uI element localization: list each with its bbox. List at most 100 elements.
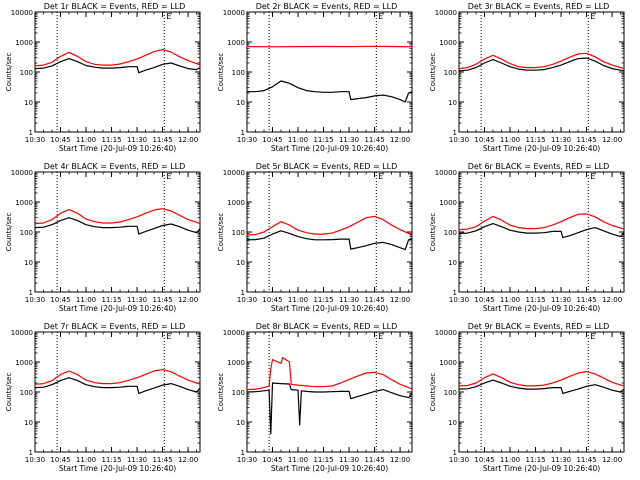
y-tick-label: 1 (29, 129, 33, 137)
x-tick-label: 10:30 (237, 136, 257, 144)
y-tick-label: 10 (236, 99, 245, 107)
event-annotation: E (378, 332, 383, 341)
chart-panel-6: Det 6r BLACK = Events, RED = LLD 1 10 100 10… (429, 162, 625, 313)
series-line-events (34, 217, 201, 235)
chart-panel-1: Det 1r BLACK = Events, RED = LLD 1 10 100 10… (5, 2, 201, 153)
x-tick-label: 11:45 (152, 456, 172, 464)
y-tick-label: 10 (236, 259, 245, 267)
series-line-lld (246, 215, 413, 236)
x-tick-label: 11:45 (364, 136, 384, 144)
x-tick-label: 11:15 (101, 456, 121, 464)
x-tick-label: 12:00 (178, 136, 198, 144)
x-axis-label: Start Time (20-Jul-09 10:26:40) (271, 304, 388, 313)
y-tick-label: 100 (232, 389, 245, 397)
y-tick-label: 1 (29, 289, 33, 297)
y-tick-label: 100 (232, 69, 245, 77)
x-tick-label: 10:30 (449, 456, 469, 464)
x-tick-label: 12:00 (602, 136, 622, 144)
y-axis-label: Counts/sec (429, 213, 437, 252)
x-tick-label: 11:45 (364, 456, 384, 464)
series-line-events (34, 57, 201, 74)
x-tick-label: 11:15 (313, 296, 333, 304)
x-tick-label: 10:45 (50, 456, 70, 464)
x-tick-label: 12:00 (178, 296, 198, 304)
plot-frame (458, 171, 625, 293)
chart-panel-9: Det 9r BLACK = Events, RED = LLD 1 10 100 10… (429, 322, 625, 473)
y-tick-label: 1 (29, 449, 33, 457)
y-tick-label: 10 (24, 419, 33, 427)
y-tick-label: 10000 (223, 329, 245, 337)
y-tick-label: 10000 (223, 169, 245, 177)
y-tick-label: 10000 (435, 9, 457, 17)
x-tick-label: 10:45 (474, 296, 494, 304)
series-line-events (458, 379, 625, 394)
y-tick-label: 1000 (439, 199, 457, 207)
y-tick-label: 10 (448, 99, 457, 107)
x-axis-label: Start Time (20-Jul-09 10:26:40) (483, 144, 600, 153)
y-axis-label: Counts/sec (5, 53, 13, 92)
x-tick-label: 10:30 (25, 136, 45, 144)
x-tick-label: 12:00 (390, 296, 410, 304)
event-annotation: E (378, 172, 383, 181)
x-tick-label: 11:00 (288, 456, 308, 464)
x-tick-label: 11:15 (525, 296, 545, 304)
x-tick-label: 10:45 (262, 136, 282, 144)
y-tick-label: 1000 (15, 199, 33, 207)
y-tick-label: 100 (20, 229, 33, 237)
y-tick-label: 1 (241, 129, 245, 137)
series-line-lld (34, 208, 201, 225)
series-line-lld (458, 52, 625, 70)
y-tick-label: 1000 (15, 39, 33, 47)
y-tick-label: 1000 (439, 359, 457, 367)
y-tick-label: 100 (20, 69, 33, 77)
x-tick-label: 10:45 (50, 296, 70, 304)
y-tick-label: 100 (232, 229, 245, 237)
series-line-events (34, 377, 201, 394)
y-axis-label: Counts/sec (217, 213, 225, 252)
series-line-lld (246, 45, 413, 48)
x-axis-label: Start Time (20-Jul-09 10:26:40) (59, 304, 176, 313)
event-annotation: E (590, 172, 595, 181)
y-tick-label: 10000 (223, 9, 245, 17)
y-tick-label: 10000 (11, 329, 33, 337)
x-tick-label: 11:15 (101, 136, 121, 144)
y-tick-label: 100 (444, 69, 457, 77)
x-tick-label: 11:30 (551, 296, 571, 304)
y-tick-label: 1 (241, 449, 245, 457)
x-tick-label: 11:30 (339, 296, 359, 304)
x-axis-label: Start Time (20-Jul-09 10:26:40) (271, 464, 388, 473)
series-line-lld (34, 48, 201, 67)
x-tick-label: 11:45 (152, 136, 172, 144)
y-axis-label: Counts/sec (217, 373, 225, 412)
y-axis-label: Counts/sec (429, 53, 437, 92)
x-tick-label: 11:45 (364, 296, 384, 304)
chart-panel-8: Det 8r BLACK = Events, RED = LLD 1 10 100 10… (217, 322, 413, 473)
series-line-lld (34, 369, 201, 385)
plot-frame (246, 11, 413, 133)
x-tick-label: 11:00 (76, 456, 96, 464)
x-axis-label: Start Time (20-Jul-09 10:26:40) (483, 304, 600, 313)
y-tick-label: 1000 (15, 359, 33, 367)
y-tick-label: 1000 (227, 199, 245, 207)
y-axis-label: Counts/sec (5, 213, 13, 252)
x-tick-label: 11:30 (339, 456, 359, 464)
y-tick-label: 1 (241, 289, 245, 297)
x-tick-label: 10:45 (474, 456, 494, 464)
x-tick-label: 11:45 (576, 296, 596, 304)
x-tick-label: 11:15 (313, 136, 333, 144)
y-tick-label: 10 (24, 99, 33, 107)
x-tick-label: 10:45 (262, 296, 282, 304)
chart-title: Det 2r BLACK = Events, RED = LLD (256, 2, 398, 11)
event-annotation: E (166, 12, 171, 21)
y-axis-label: Counts/sec (429, 373, 437, 412)
x-tick-label: 12:00 (390, 456, 410, 464)
event-annotation: E (166, 332, 171, 341)
event-annotation: E (590, 12, 595, 21)
x-axis-label: Start Time (20-Jul-09 10:26:40) (59, 464, 176, 473)
x-tick-label: 11:00 (288, 296, 308, 304)
series-line-lld (458, 213, 625, 231)
x-tick-label: 11:15 (313, 456, 333, 464)
event-annotation: E (166, 172, 171, 181)
x-tick-label: 11:00 (500, 136, 520, 144)
